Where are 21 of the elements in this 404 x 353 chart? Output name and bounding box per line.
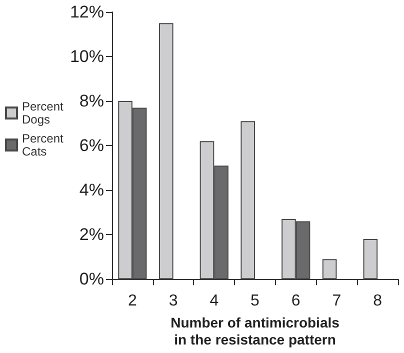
- y-tick-label: 6%: [79, 136, 104, 156]
- x-tick-label: 3: [168, 292, 178, 310]
- y-tick-label: 2%: [79, 225, 104, 244]
- bar: [158, 23, 174, 280]
- legend-label: Percent Cats: [22, 132, 64, 158]
- x-tick-label: 2: [128, 292, 137, 310]
- bar: [322, 259, 337, 280]
- bar: [363, 239, 378, 280]
- y-tick-label: 8%: [79, 92, 104, 111]
- y-tick-label: 12%: [70, 2, 104, 22]
- bar: [240, 121, 255, 280]
- legend-label: Percent Dogs: [22, 100, 64, 126]
- x-tick-label: 6: [291, 292, 300, 310]
- x-tick-label: 4: [210, 292, 219, 310]
- x-tick-label: 5: [250, 292, 260, 310]
- y-tick-label: 10%: [70, 47, 104, 66]
- x-axis-title: Number of antimicrobials in the resistance pattern: [170, 314, 340, 348]
- y-tick-label: 4%: [79, 180, 104, 200]
- x-tick-label: 7: [332, 292, 342, 310]
- x-tick-label: 8: [373, 292, 382, 310]
- y-tick-label: 0%: [79, 270, 104, 289]
